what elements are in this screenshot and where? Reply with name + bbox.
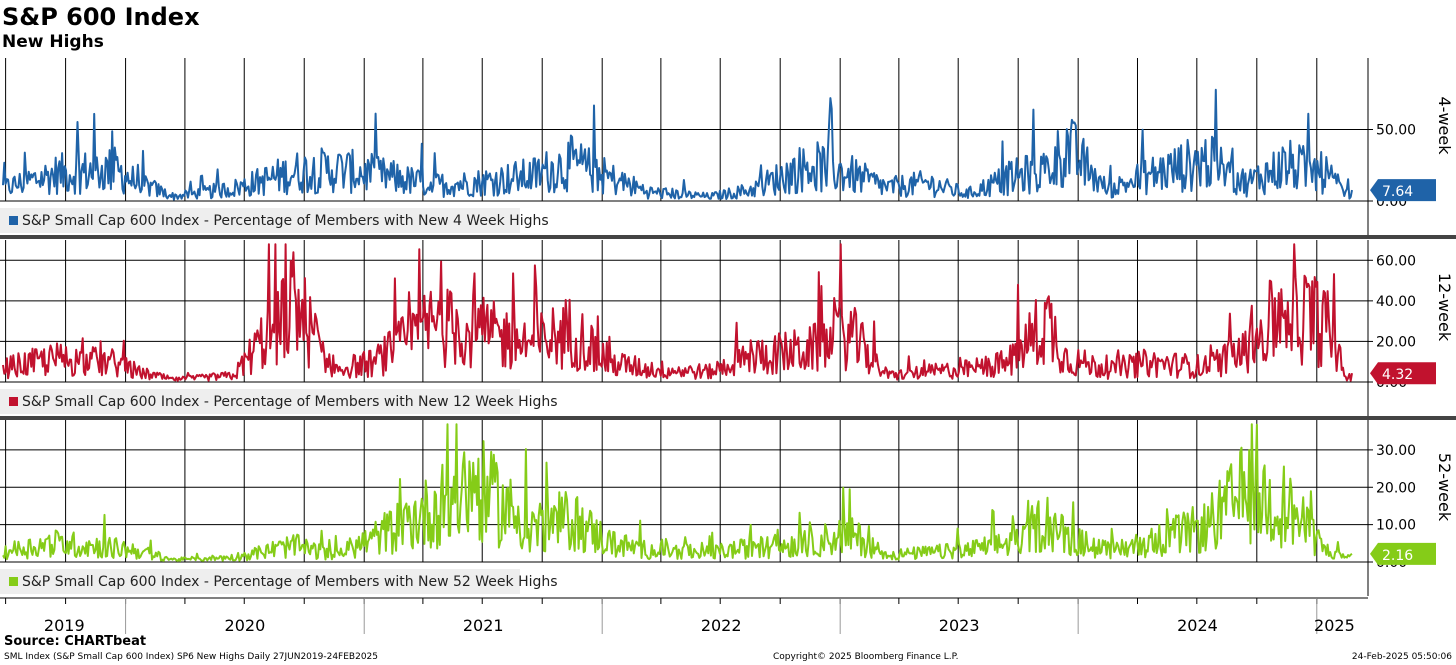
footer-index-info: SML Index (S&P Small Cap 600 Index) SP6 … <box>4 652 378 662</box>
last-value-label: 2.16 <box>1382 548 1413 564</box>
y-tick-label: 10.00 <box>1376 518 1416 534</box>
y-tick-label: 20.00 <box>1376 334 1416 350</box>
x-year-label: 2023 <box>939 616 980 635</box>
y-tick-label: 60.00 <box>1376 253 1416 269</box>
last-value-label: 4.32 <box>1382 367 1413 383</box>
legend-swatch <box>9 216 18 225</box>
panel-label-12-week: 12-week <box>1435 273 1454 342</box>
series-line-4-week <box>2 88 1353 201</box>
x-year-label: 2025 <box>1314 616 1355 635</box>
last-value-badge <box>1370 179 1436 202</box>
x-year-label: 2020 <box>225 616 266 635</box>
footer-copyright: Copyright© 2025 Bloomberg Finance L.P. <box>773 652 959 662</box>
y-tick-label: 20.00 <box>1376 480 1416 496</box>
panel-4-week: 50.000.00S&P Small Cap 600 Index - Perce… <box>0 58 1454 235</box>
legend-swatch <box>9 397 18 406</box>
legend-box <box>0 208 520 233</box>
last-value-badge <box>1370 542 1436 565</box>
source-label: Source: CHARTbeat <box>4 634 147 649</box>
x-year-label: 2021 <box>463 616 504 635</box>
footer-timestamp: 24-Feb-2025 05:50:06 <box>1351 652 1452 662</box>
chart-title: S&P 600 Index <box>2 3 200 31</box>
panel-label-4-week: 4-week <box>1435 97 1454 156</box>
y-tick-label: 40.00 <box>1376 294 1416 310</box>
legend-box <box>0 569 520 594</box>
legend-label: S&P Small Cap 600 Index - Percentage of … <box>22 394 558 410</box>
x-year-label: 2019 <box>44 616 85 635</box>
panel-label-52-week: 52-week <box>1435 453 1454 522</box>
x-year-label: 2024 <box>1177 616 1218 635</box>
series-line-52-week <box>2 423 1353 562</box>
last-value-label: 7.64 <box>1382 184 1413 200</box>
legend-label: S&P Small Cap 600 Index - Percentage of … <box>22 574 558 590</box>
last-value-badge <box>1370 362 1436 385</box>
x-year-label: 2022 <box>701 616 742 635</box>
y-tick-label: 50.00 <box>1376 123 1416 139</box>
legend-swatch <box>9 577 18 586</box>
legend-box <box>0 389 520 414</box>
y-tick-label: 30.00 <box>1376 443 1416 459</box>
legend-label: S&P Small Cap 600 Index - Percentage of … <box>22 213 549 229</box>
chart-subtitle: New Highs <box>2 32 104 52</box>
series-line-12-week <box>2 243 1353 382</box>
